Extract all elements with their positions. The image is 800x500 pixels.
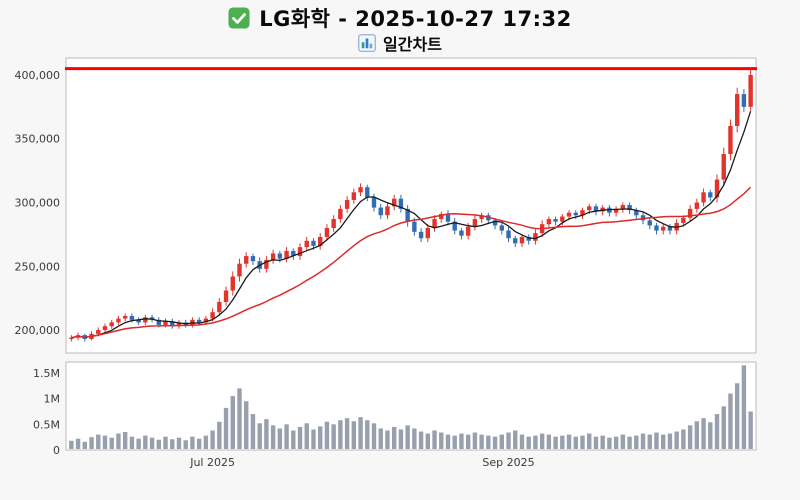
svg-text:1.5M: 1.5M bbox=[33, 367, 60, 380]
svg-text:350,000: 350,000 bbox=[15, 133, 61, 146]
svg-text:250,000: 250,000 bbox=[15, 260, 61, 273]
svg-text:Jul 2025: Jul 2025 bbox=[189, 456, 235, 469]
chart-subtitle: 일간차트 bbox=[0, 31, 800, 55]
svg-text:0.5M: 0.5M bbox=[33, 418, 60, 431]
svg-text:300,000: 300,000 bbox=[15, 197, 61, 210]
chart-subtitle-text: 일간차트 bbox=[383, 35, 442, 54]
bar-chart-icon bbox=[358, 34, 376, 52]
svg-text:1M: 1M bbox=[44, 393, 61, 406]
svg-text:0: 0 bbox=[53, 444, 60, 457]
svg-text:Sep 2025: Sep 2025 bbox=[482, 456, 534, 469]
svg-text:200,000: 200,000 bbox=[15, 324, 61, 337]
svg-text:400,000: 400,000 bbox=[15, 69, 61, 82]
chart-title-text: LG화학 - 2025-10-27 17:32 bbox=[259, 7, 572, 31]
check-icon bbox=[228, 7, 250, 29]
chart-title: LG화학 - 2025-10-27 17:32 bbox=[0, 3, 800, 33]
